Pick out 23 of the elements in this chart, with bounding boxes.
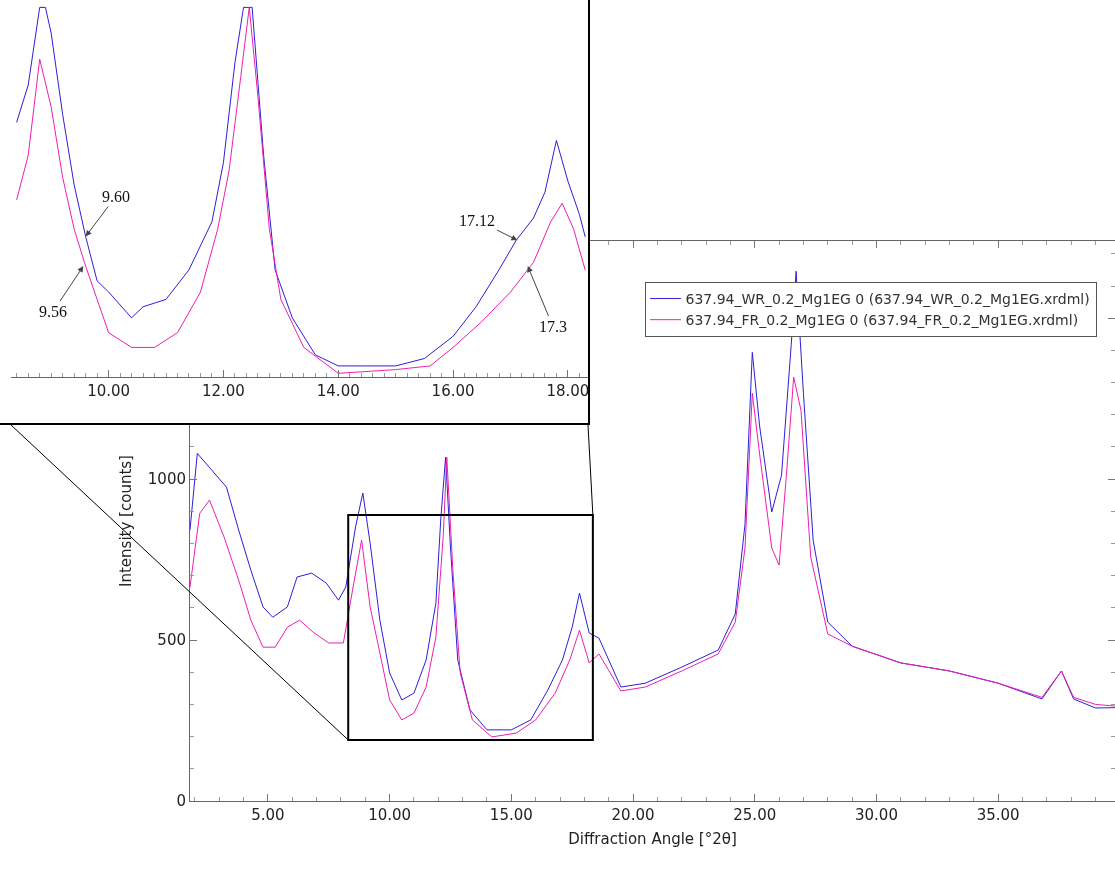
x-tick-label: 16.00 [431,382,475,400]
annotation: 9.56 [39,303,67,320]
x-tick-label: 30.00 [854,806,898,824]
legend-label: 637.94_FR_0.2_Mg1EG 0 (637.94_FR_0.2_Mg1EG.xrdml) [685,312,1079,329]
annotation: 17.12 [459,212,495,229]
x-tick-label: 5.00 [251,806,285,824]
x-tick-label: 14.00 [316,382,360,400]
x-tick-label: 10.00 [87,382,131,400]
x-tick-label: 12.00 [201,382,245,400]
y-tick-label: 1000 [147,470,186,489]
y-tick-label: 0 [176,792,186,811]
annotation: 17.3 [539,318,567,335]
y-tick-label: 500 [157,631,186,650]
annotation: 9.60 [102,188,130,205]
x-tick-label: 18.00 [546,382,590,400]
y-axis-title: Intensity [counts] [117,455,136,587]
x-axis-title: Diffraction Angle [°2θ] [568,830,737,848]
x-tick-label: 15.00 [489,806,533,824]
x-tick-label: 25.00 [733,806,777,824]
x-tick-label: 20.00 [611,806,655,824]
x-tick-label: 35.00 [976,806,1020,824]
x-tick-label: 10.00 [368,806,412,824]
legend-label: 637.94_WR_0.2_Mg1EG 0 (637.94_WR_0.2_Mg1EG.xrdml) [685,290,1090,307]
